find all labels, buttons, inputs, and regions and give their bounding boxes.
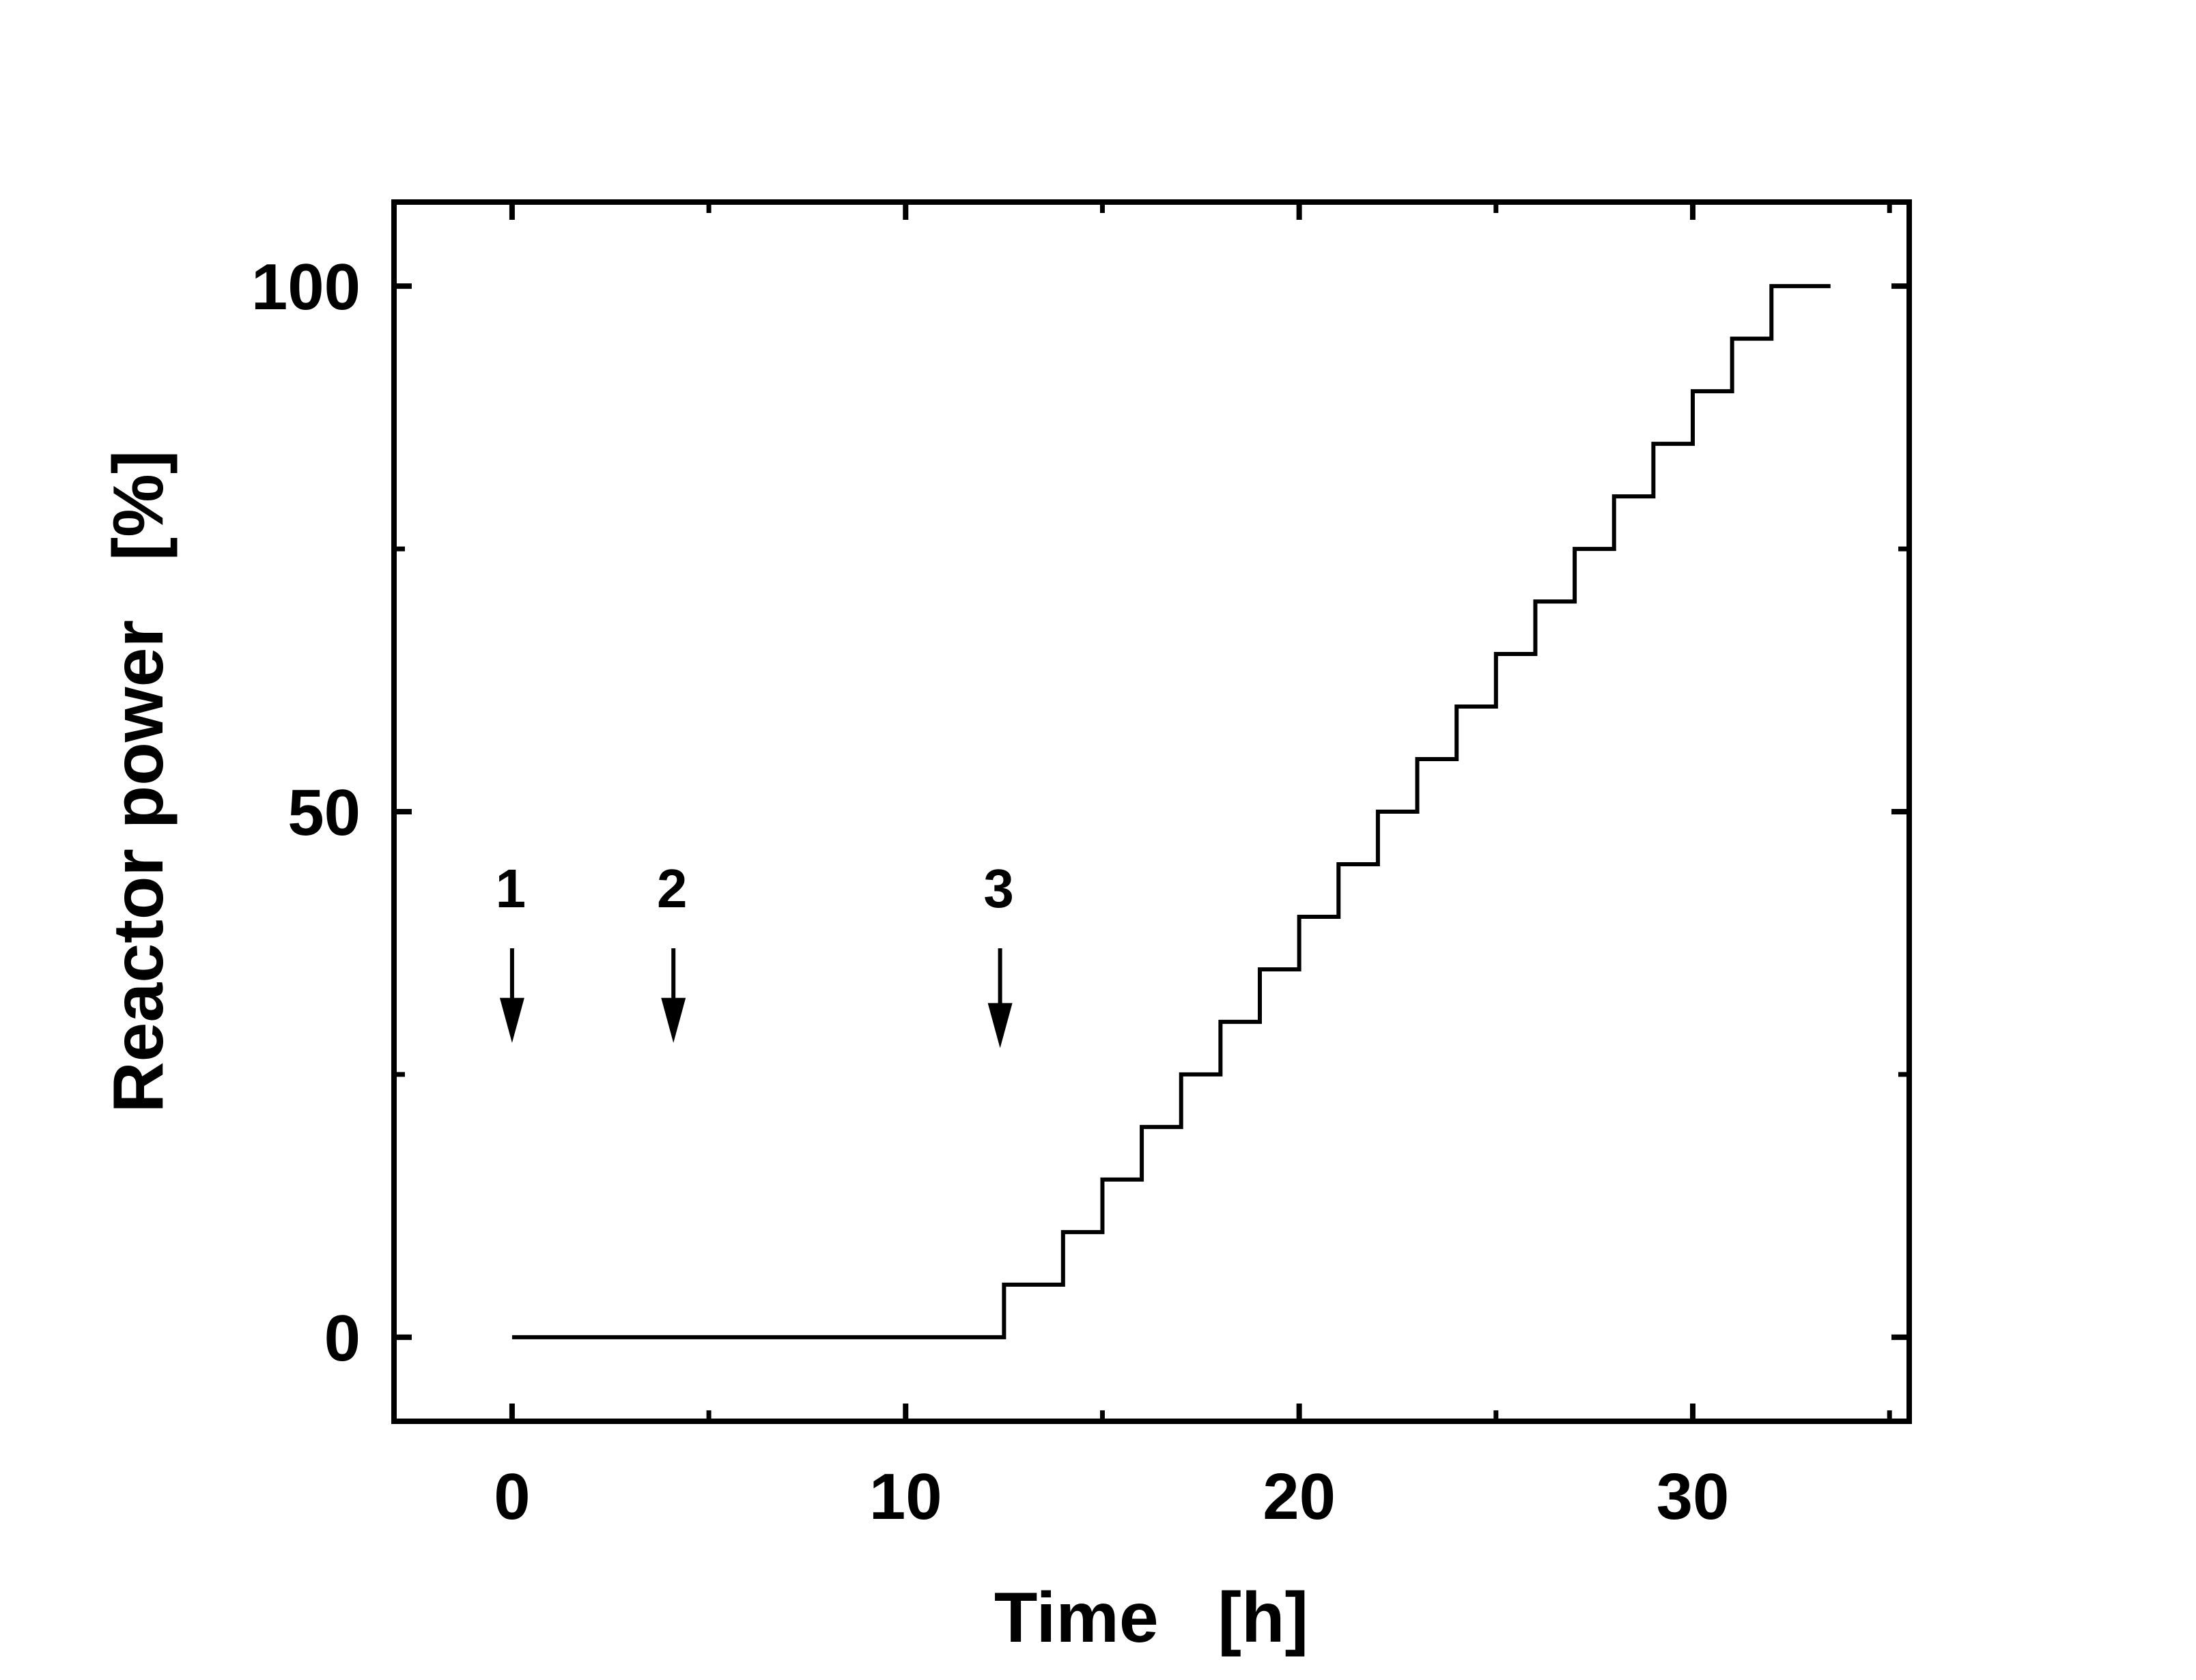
x-tick-label: 20 — [1263, 1460, 1336, 1533]
x-tick-label: 10 — [869, 1460, 942, 1533]
y-tick-label: 50 — [287, 776, 361, 849]
marker-label: 2 — [657, 858, 688, 919]
y-tick-label: 0 — [324, 1302, 361, 1375]
axis-ticks — [394, 202, 1909, 1421]
marker-label: 3 — [983, 858, 1014, 919]
arrow-head-icon — [661, 997, 686, 1043]
marker-label: 1 — [496, 858, 526, 919]
arrow-head-icon — [987, 1003, 1013, 1049]
reactor-power-step-line — [511, 284, 1831, 1339]
tick-labels: 0 10 20 30 0 50 100 — [251, 251, 1730, 1533]
y-tick-label: 100 — [251, 251, 361, 324]
marker-1: 1 — [496, 858, 526, 1043]
arrow-head-icon — [499, 997, 524, 1043]
x-tick-label: 0 — [494, 1460, 530, 1533]
marker-3: 3 — [983, 858, 1014, 1049]
series-group — [511, 284, 1831, 1339]
annotation-markers: 1 2 3 — [496, 858, 1014, 1049]
y-axis-label: Reactor power [%] — [99, 451, 178, 1113]
marker-2: 2 — [657, 858, 688, 1043]
plot-frame — [391, 199, 1912, 1424]
x-axis-label: Time [h] — [994, 1578, 1308, 1657]
x-tick-label: 30 — [1657, 1460, 1730, 1533]
